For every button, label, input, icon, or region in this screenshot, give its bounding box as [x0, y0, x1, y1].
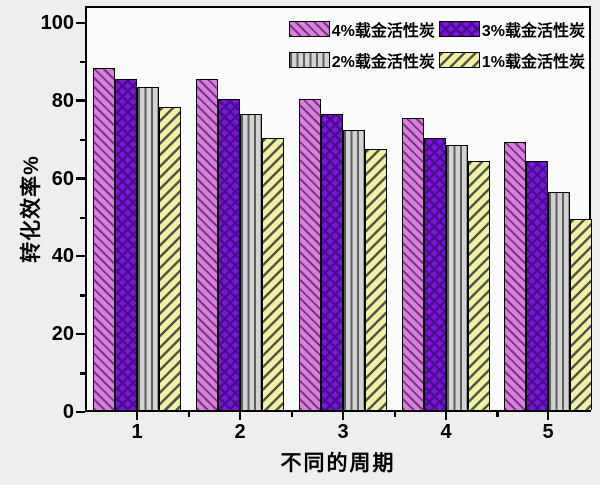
bar-series1-cycle2 [195, 79, 218, 410]
bar-series1-cycle4 [401, 118, 424, 410]
bar-series2-cycle1 [114, 79, 137, 410]
x-major-tick-5 [546, 412, 549, 420]
legend-item-3pct: 3%载金活性炭 [438, 17, 585, 41]
x-minor-tick-4 [496, 412, 499, 417]
x-minor-tick-1 [187, 412, 190, 417]
bar-series4-cycle3 [364, 149, 387, 410]
bar-series1-cycle1 [92, 67, 115, 410]
legend-item-1pct: 1%载金活性炭 [438, 48, 585, 72]
x-major-tick-4 [444, 412, 447, 420]
y-major-tick-60 [76, 177, 85, 180]
bar-series1-cycle3 [298, 98, 321, 410]
x-major-tick-3 [341, 412, 344, 420]
x-tick-label-5: 5 [542, 421, 554, 443]
x-axis-title: 不同的周期 [280, 452, 396, 475]
y-minor-tick-10 [80, 372, 85, 375]
y-major-tick-0 [76, 410, 85, 413]
bar-series1-cycle5 [503, 141, 526, 410]
plot-area: 4%载金活性炭 3%载金活性炭 2%载金活性炭 1%载金活性炭 [85, 6, 592, 412]
legend-label-2pct: 2%载金活性炭 [331, 54, 435, 71]
legend: 4%载金活性炭 3%载金活性炭 2%载金活性炭 1%载金活性炭 [288, 17, 585, 72]
bar-series4-cycle2 [261, 137, 284, 410]
bar-series3-cycle3 [342, 129, 365, 410]
x-major-tick-2 [238, 412, 241, 420]
x-tick-label-1: 1 [131, 421, 143, 443]
y-major-tick-80 [76, 99, 85, 102]
y-major-tick-40 [76, 254, 85, 258]
legend-swatch-2pct [288, 52, 330, 68]
legend-item-4pct: 4%载金活性炭 [288, 17, 435, 41]
y-minor-tick-50 [80, 216, 85, 219]
legend-label-4pct: 4%载金活性炭 [331, 23, 435, 40]
bar-series2-cycle5 [525, 161, 548, 410]
bar-series4-cycle5 [569, 219, 592, 410]
bar-series4-cycle4 [467, 161, 490, 410]
y-minor-tick-30 [80, 294, 85, 297]
bar-series2-cycle4 [423, 137, 446, 410]
legend-label-1pct: 1%载金活性炭 [481, 54, 585, 71]
legend-swatch-3pct [438, 21, 480, 37]
x-tick-label-3: 3 [337, 421, 349, 443]
x-tick-label-2: 2 [234, 421, 246, 443]
y-tick-label-20: 20 [51, 323, 74, 346]
bar-series3-cycle5 [547, 192, 570, 410]
legend-label-3pct: 3%载金活性炭 [481, 23, 585, 40]
y-tick-label-0: 0 [62, 401, 74, 423]
y-tick-label-80: 80 [51, 89, 74, 112]
bar-series4-cycle1 [158, 106, 181, 410]
bar-series2-cycle2 [217, 98, 240, 410]
x-major-tick-1 [135, 412, 138, 420]
y-tick-label-60: 60 [51, 167, 74, 190]
y-tick-label-40: 40 [51, 245, 74, 268]
y-tick-label-100: 100 [40, 12, 74, 34]
legend-item-2pct: 2%载金活性炭 [288, 48, 435, 72]
legend-swatch-4pct [288, 21, 330, 37]
legend-swatch-1pct [438, 52, 480, 68]
x-tick-label-4: 4 [440, 421, 452, 443]
x-minor-tick-2 [290, 412, 293, 417]
y-major-tick-20 [76, 332, 85, 336]
x-minor-tick-3 [393, 412, 396, 417]
bar-series2-cycle3 [320, 114, 343, 410]
y-major-tick-100 [76, 21, 85, 24]
bar-series3-cycle1 [136, 87, 159, 410]
y-minor-tick-90 [80, 60, 85, 64]
bar-series3-cycle4 [445, 145, 468, 410]
bar-series3-cycle2 [239, 114, 262, 410]
y-minor-tick-70 [80, 138, 85, 142]
